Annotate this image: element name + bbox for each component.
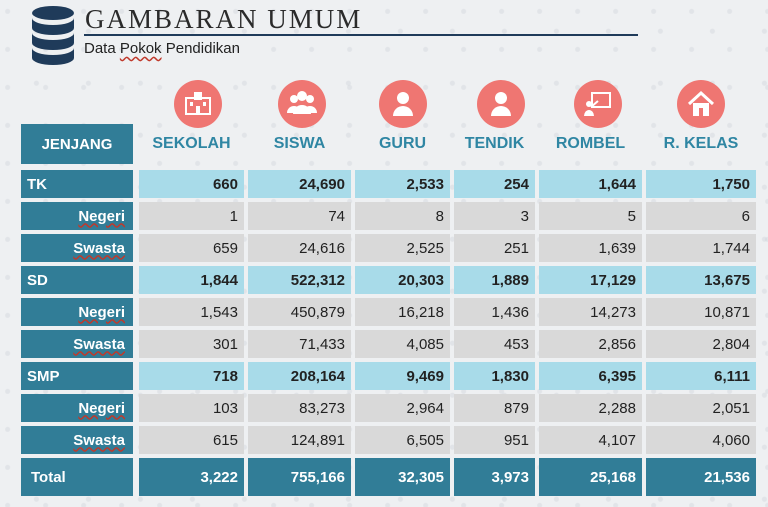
row-label: TK (21, 170, 133, 198)
table-cell: 25,168 (539, 458, 642, 496)
column-header: TENDIK (464, 135, 525, 152)
table-cell: 20,303 (355, 266, 450, 294)
table-cell: 10,871 (646, 298, 756, 326)
table-cell: 3,973 (454, 458, 535, 496)
table-cell: 1,436 (454, 298, 535, 326)
table-cell: 74 (248, 202, 351, 230)
row-label: SMP (21, 362, 133, 390)
data-table: JENJANG SEKOLAH SISWA GURU TENDIK ROMBEL R. KE… (21, 124, 756, 497)
table-cell: 32,305 (355, 458, 450, 496)
table-cell: 124,891 (248, 426, 351, 454)
table-cell: 16,218 (355, 298, 450, 326)
table-cell: 522,312 (248, 266, 351, 294)
table-cell: 2,533 (355, 170, 450, 198)
table-cell: 718 (139, 362, 244, 390)
table-cell: 450,879 (248, 298, 351, 326)
table-cell: 1,744 (646, 234, 756, 262)
table-cell: 1,830 (454, 362, 535, 390)
table-cell: 17,129 (539, 266, 642, 294)
row-label: Swasta (21, 234, 133, 262)
title-divider (84, 34, 638, 36)
table-cell: 71,433 (248, 330, 351, 358)
table-cell: 660 (139, 170, 244, 198)
table-cell: 1,844 (139, 266, 244, 294)
table-cell: 1,639 (539, 234, 642, 262)
table-cell: 2,856 (539, 330, 642, 358)
school-icon (174, 80, 222, 128)
row-label: Negeri (21, 202, 133, 230)
table-cell: 879 (454, 394, 535, 422)
table-cell: 5 (539, 202, 642, 230)
row-label: SD (21, 266, 133, 294)
table-cell: 103 (139, 394, 244, 422)
row-label: Total (21, 458, 133, 496)
table-cell: 24,616 (248, 234, 351, 262)
table-cell: 6,505 (355, 426, 450, 454)
column-header: GURU (378, 135, 427, 152)
table-cell: 2,051 (646, 394, 756, 422)
table-cell: 2,525 (355, 234, 450, 262)
row-label: Negeri (21, 394, 133, 422)
table-cell: 659 (139, 234, 244, 262)
row-label: Swasta (21, 426, 133, 454)
table-cell: 83,273 (248, 394, 351, 422)
table-cell: 8 (355, 202, 450, 230)
page-title: GAMBARAN UMUM (85, 4, 363, 34)
table-cell: 615 (139, 426, 244, 454)
table-cell: 301 (139, 330, 244, 358)
classroom-icon (677, 80, 725, 128)
table-cell: 3 (454, 202, 535, 230)
table-cell: 2,964 (355, 394, 450, 422)
staff-icon (477, 80, 525, 128)
header: GAMBARAN UMUM Data Pokok Pendidikan (0, 0, 768, 70)
table-cell: 13,675 (646, 266, 756, 294)
table-cell: 1,644 (539, 170, 642, 198)
table-cell: 453 (454, 330, 535, 358)
table-cell: 1,750 (646, 170, 756, 198)
page-subtitle: Data Pokok Pendidikan (84, 40, 240, 57)
table-cell: 6,111 (646, 362, 756, 390)
table-cell: 6,395 (539, 362, 642, 390)
table-cell: 1,543 (139, 298, 244, 326)
table-cell: 208,164 (248, 362, 351, 390)
class-icon (574, 80, 622, 128)
table-cell: 2,288 (539, 394, 642, 422)
database-icon (32, 6, 74, 65)
table-cell: 254 (454, 170, 535, 198)
table-cell: 1,889 (454, 266, 535, 294)
column-header: SEKOLAH (152, 135, 231, 152)
table-cell: 1 (139, 202, 244, 230)
table-cell: 4,085 (355, 330, 450, 358)
table-cell: 24,690 (248, 170, 351, 198)
table-cell: 9,469 (355, 362, 450, 390)
row-label: Swasta (21, 330, 133, 358)
table-cell: 4,060 (646, 426, 756, 454)
table-cell: 755,166 (248, 458, 351, 496)
table-cell: 2,804 (646, 330, 756, 358)
header-jenjang: JENJANG (21, 124, 133, 164)
table-cell: 951 (454, 426, 535, 454)
table-cell: 14,273 (539, 298, 642, 326)
students-icon (278, 80, 326, 128)
table-cell: 4,107 (539, 426, 642, 454)
table-cell: 251 (454, 234, 535, 262)
teacher-icon (379, 80, 427, 128)
column-header: ROMBEL (555, 135, 626, 152)
column-header: SISWA (273, 135, 326, 152)
table-cell: 6 (646, 202, 756, 230)
column-header: R. KELAS (663, 135, 739, 152)
table-cell: 3,222 (139, 458, 244, 496)
row-label: Negeri (21, 298, 133, 326)
table-cell: 21,536 (646, 458, 756, 496)
